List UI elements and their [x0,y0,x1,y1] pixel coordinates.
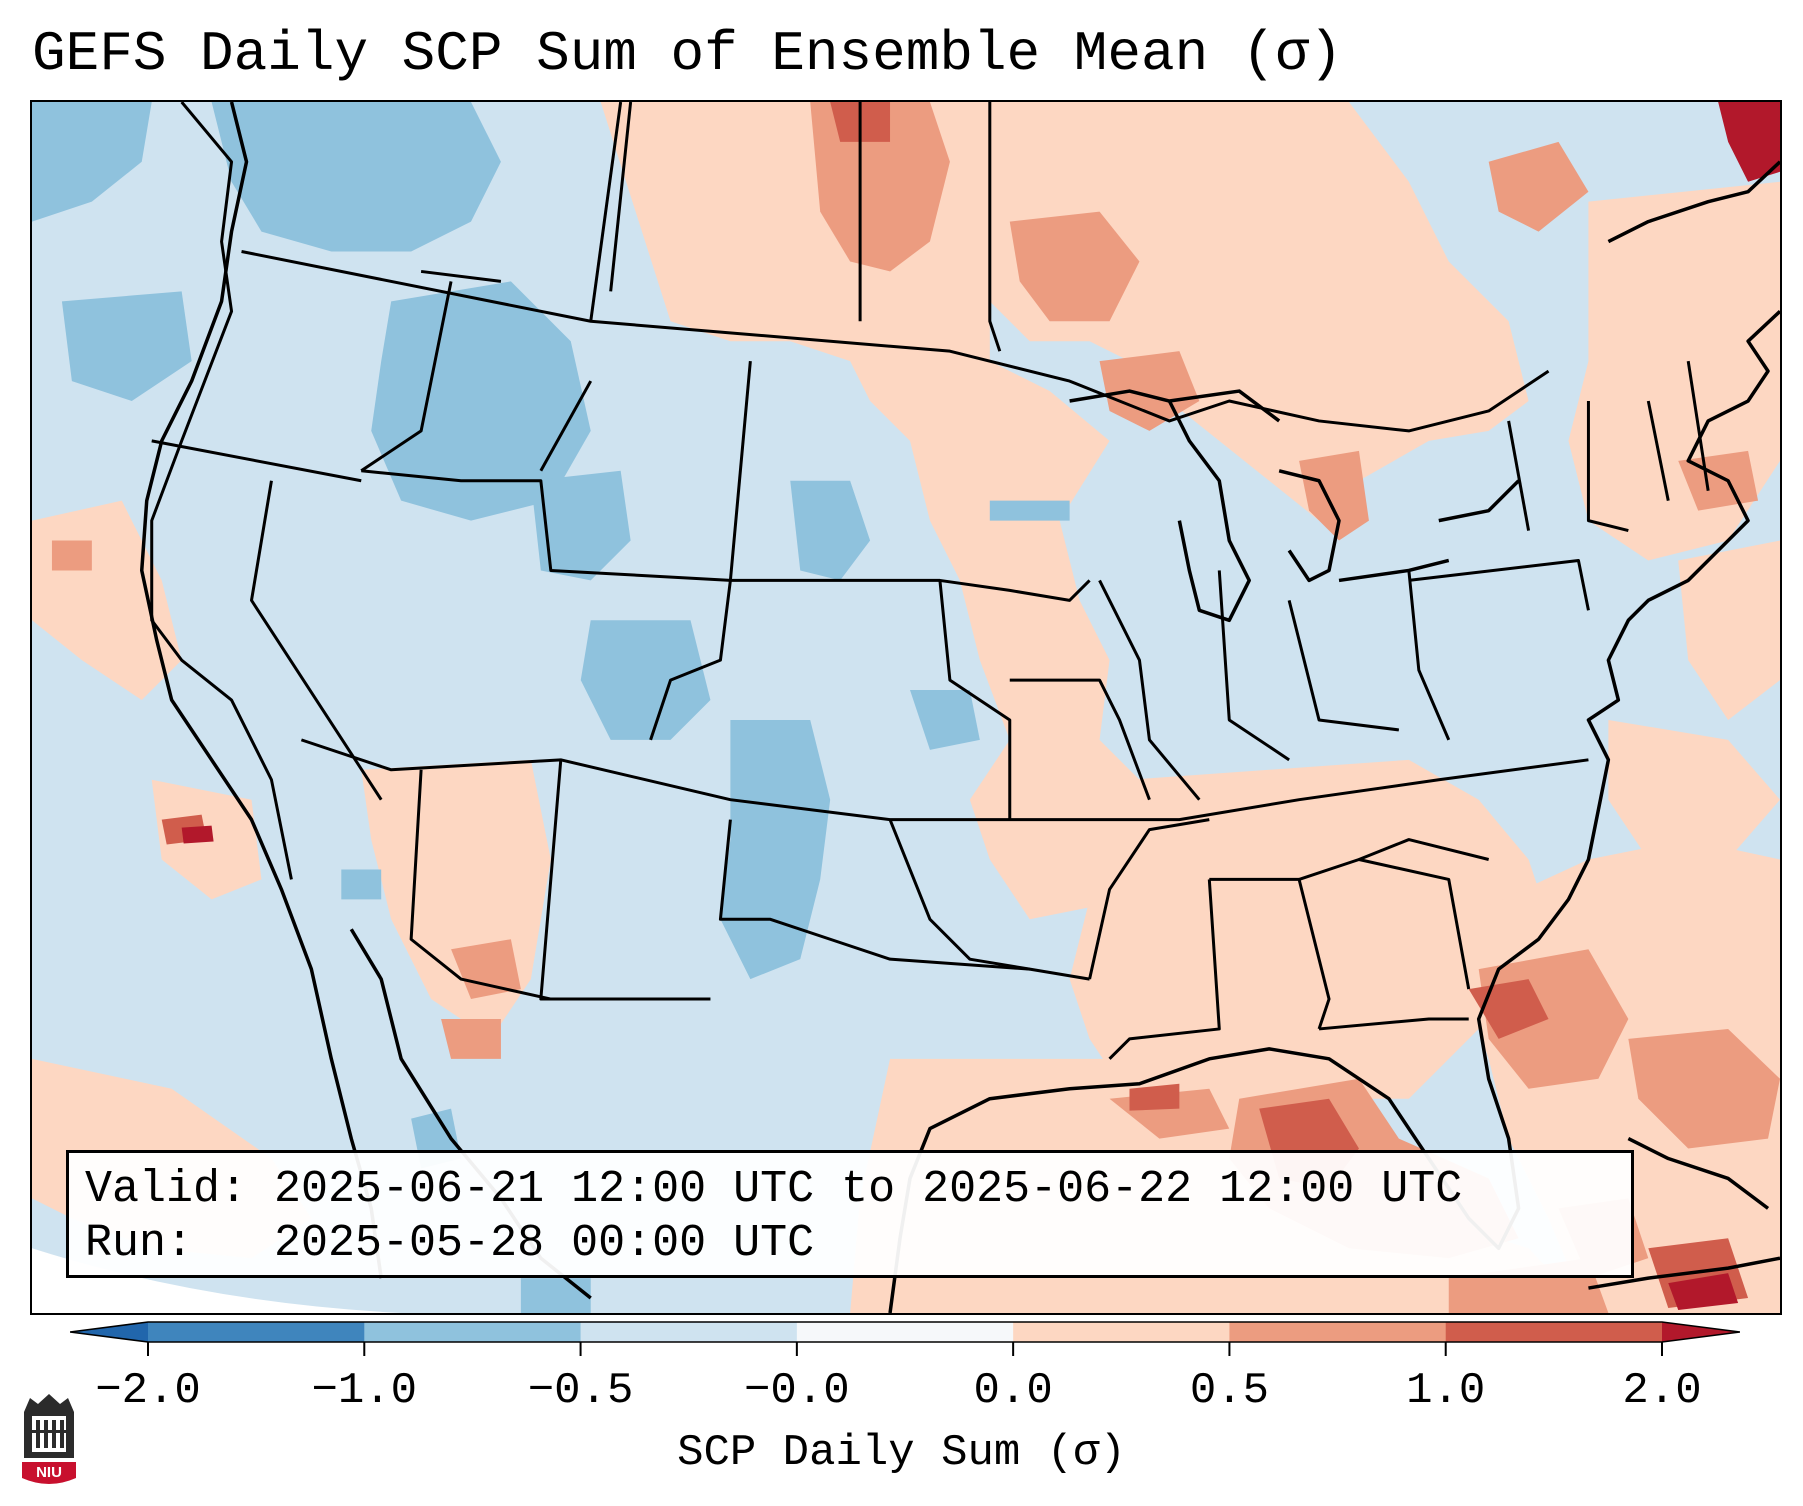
outside-projection-area [32,1248,591,1313]
colorbar-bin [364,1322,582,1342]
colorbar-axis-label: SCP Daily Sum (σ) [677,1428,1126,1478]
colorbar-tick-label: −2.0 [95,1366,201,1416]
niu-logo: NIU [22,1394,76,1484]
colorbar-extend-low [70,1322,148,1342]
colorbar-tick-label: −1.0 [311,1366,418,1416]
colorbar-tick-label: −0.5 [527,1366,634,1416]
map-svg [32,102,1780,1313]
colorbar-tick-label: −0.0 [744,1366,850,1416]
colorbar-bin [1229,1322,1447,1342]
colorbar-tick-marks [147,1342,1663,1356]
map-title: GEFS Daily SCP Sum of Ensemble Mean (σ) [32,22,1343,86]
colorbar-bin [580,1322,798,1342]
colorbar-outline [70,1321,1740,1343]
strong-negative-regions [32,102,1070,1313]
colorbar [70,1321,1740,1356]
logo-banner [22,1462,76,1484]
run-time-text: Run: 2025-05-28 00:00 UTC [85,1218,815,1269]
colorbar-bin [796,1322,1014,1342]
university-building-icon [24,1394,74,1458]
colorbar-tick-label: 0.0 [973,1366,1053,1416]
logo-text: NIU [36,1464,62,1481]
colorbar-bin [1013,1322,1230,1342]
colorbar-tick-label: 1.0 [1406,1366,1486,1416]
extreme-positive-regions [181,102,1780,1311]
colorbar-tick-label: 2.0 [1622,1366,1702,1416]
valid-time-text: Valid: 2025-06-21 12:00 UTC to 2025-06-2… [85,1164,1463,1215]
colorbar-extend-high [1662,1322,1740,1342]
valid-run-info-box: Valid: 2025-06-21 12:00 UTC to 2025-06-2… [66,1150,1634,1278]
map-panel[interactable] [30,100,1782,1315]
colorbar-tick-label: 0.5 [1189,1366,1270,1416]
colorbar-bin [148,1322,365,1342]
colorbar-bins [148,1322,1663,1342]
colorbar-bin [1445,1322,1663,1342]
state-boundaries [150,102,1710,1060]
